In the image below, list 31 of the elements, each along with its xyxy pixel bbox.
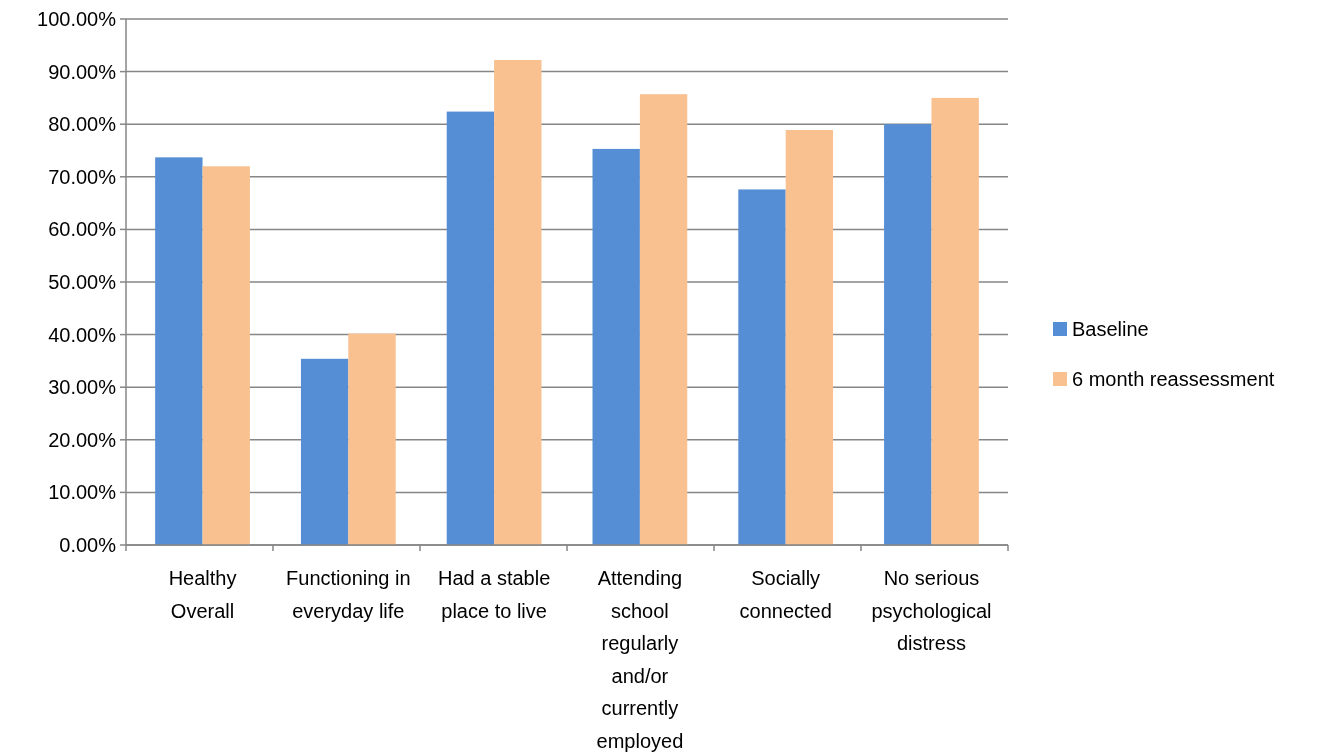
bar: [785, 129, 834, 545]
bar: [639, 94, 688, 545]
y-tick-label: 0.00%: [59, 534, 117, 556]
y-tick-label: 10.00%: [48, 481, 117, 504]
x-tick-label: Attending school regularly and/or currently employed: [596, 567, 684, 752]
y-tick-label: 60.00%: [48, 218, 117, 241]
bar: [300, 358, 349, 545]
y-tick-label: 30.00%: [48, 376, 117, 399]
y-tick-label: 40.00%: [48, 323, 117, 346]
y-tick-label: 80.00%: [48, 113, 117, 136]
y-tick-label: 70.00%: [48, 165, 117, 188]
bar: [348, 333, 396, 545]
x-tick-label: Functioning in everyday life: [286, 567, 411, 622]
bar: [155, 157, 203, 545]
bar: [446, 111, 495, 545]
y-tick-label: 90.00%: [48, 60, 117, 83]
y-tick-label: 100.00%: [37, 8, 117, 30]
x-tick-label: Socially connected: [739, 567, 832, 622]
legend-label: 6 month reassessment: [1072, 368, 1275, 390]
x-tick-label: Had a stable place to live: [437, 567, 551, 622]
y-tick-label: 20.00%: [48, 428, 117, 451]
legend-label: Baseline: [1072, 318, 1149, 340]
y-tick-label: 50.00%: [48, 271, 117, 293]
bar: [884, 124, 932, 545]
bar: [494, 60, 542, 545]
bar: [738, 189, 786, 545]
bar: [202, 166, 250, 545]
x-tick-label: Healthy Overall: [168, 567, 237, 622]
bar: [931, 97, 979, 545]
bar: [592, 148, 640, 545]
x-tick-label: No serious psychological distress: [871, 567, 992, 654]
